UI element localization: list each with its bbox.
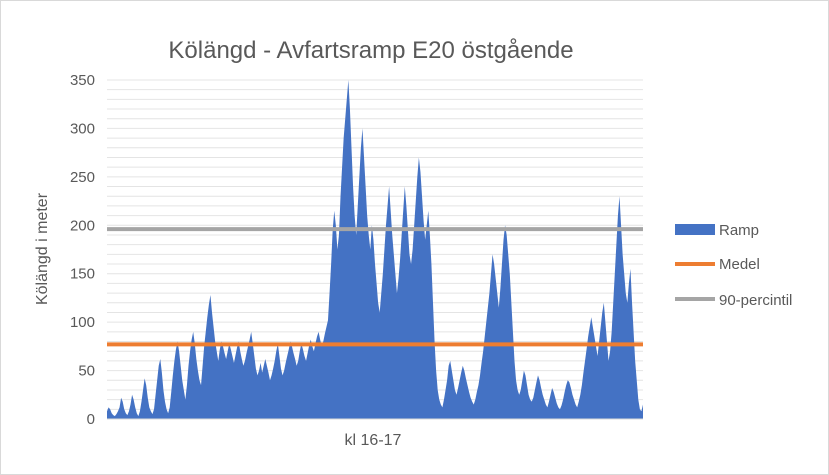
legend-label-medel: Medel: [719, 256, 760, 273]
y-tick-label: 50: [78, 363, 95, 380]
y-tick-label: 300: [70, 120, 95, 137]
y-axis-label: Kölängd i meter: [34, 192, 51, 305]
y-tick-label: 250: [70, 169, 95, 186]
y-tick-label: 200: [70, 217, 95, 234]
y-tick-label: 150: [70, 266, 95, 283]
y-tick-label: 100: [70, 314, 95, 331]
reference-lines: [107, 227, 643, 347]
legend-label-ramp: Ramp: [719, 222, 759, 239]
y-tick-label: 0: [87, 411, 95, 428]
ramp-area: [107, 80, 643, 419]
y-tick-label: 350: [70, 72, 95, 89]
legend-swatch-ramp: [675, 224, 715, 235]
y-axis-ticks: 0 50 100 150 200 250 300 350: [70, 72, 95, 428]
ramp-series: [107, 80, 643, 419]
legend: Ramp Medel 90-percintil: [675, 222, 792, 309]
chart-title: Kölängd - Avfartsramp E20 östgående: [168, 37, 573, 64]
legend-label-percentile: 90-percintil: [719, 292, 792, 309]
x-axis-label: kl 16-17: [345, 432, 402, 449]
